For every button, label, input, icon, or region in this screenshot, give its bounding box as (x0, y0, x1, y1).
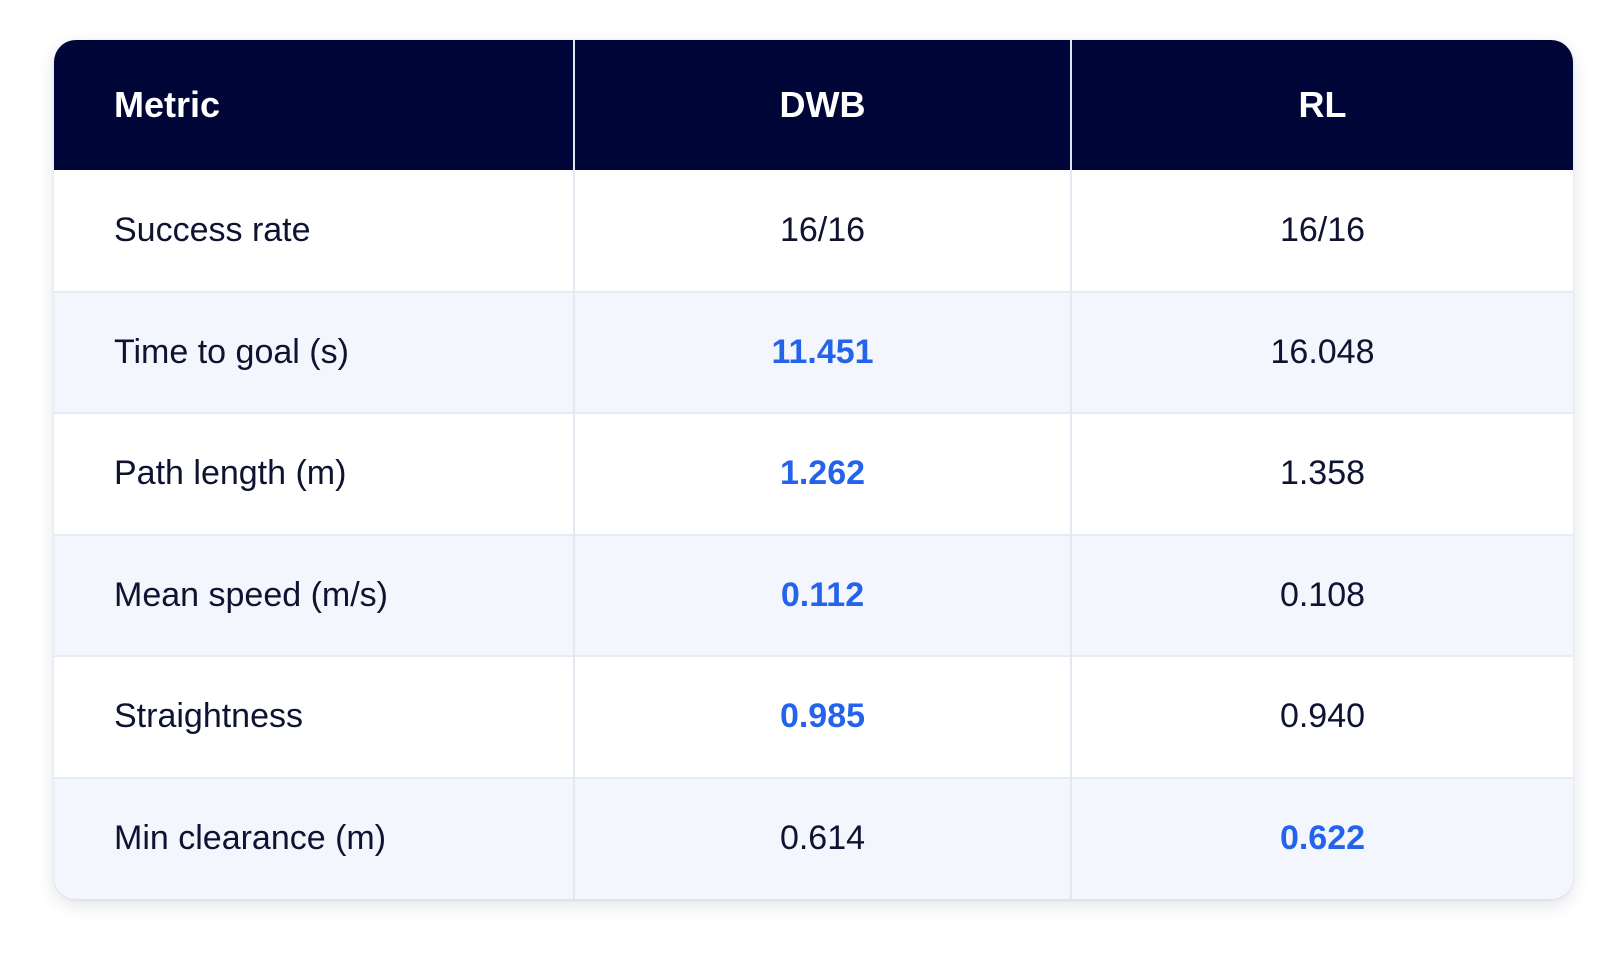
rl-cell: 16.048 (1070, 290, 1573, 413)
table-row: Mean speed (m/s) 0.112 0.108 (54, 533, 1573, 656)
table-row: Time to goal (s) 11.451 16.048 (54, 290, 1573, 413)
table-row: Min clearance (m) 0.614 0.622 (54, 776, 1573, 899)
rl-cell: 0.108 (1070, 533, 1573, 656)
metric-cell: Time to goal (s) (54, 290, 574, 413)
rl-cell: 0.940 (1070, 655, 1573, 778)
comparison-table-card: Metric DWB RL Success rate 16/16 16/16 T… (54, 40, 1573, 899)
header-row: Metric DWB RL (54, 40, 1573, 170)
header-metric: Metric (114, 84, 221, 125)
table-header: Metric DWB RL (54, 40, 1573, 170)
metric-cell: Mean speed (m/s) (54, 533, 574, 656)
table-row: Path length (m) 1.262 1.358 (54, 412, 1573, 535)
dwb-cell: 16/16 (573, 170, 1071, 292)
rl-cell: 0.622 (1070, 776, 1573, 899)
metric-cell: Success rate (114, 210, 311, 249)
header-dwb: DWB (573, 40, 1071, 170)
table-row: Straightness 0.985 0.940 (54, 655, 1573, 778)
metric-cell: Min clearance (m) (54, 776, 574, 899)
dwb-cell: 0.112 (573, 533, 1071, 656)
rl-cell: 1.358 (1070, 412, 1573, 535)
dwb-cell: 0.985 (573, 655, 1071, 778)
table-row: Success rate 16/16 16/16 (54, 170, 1573, 292)
dwb-cell: 1.262 (573, 412, 1071, 535)
metric-cell: Path length (m) (54, 412, 574, 535)
dwb-cell: 0.614 (573, 776, 1071, 899)
metric-cell: Straightness (54, 655, 574, 778)
rl-cell: 16/16 (1070, 170, 1573, 292)
dwb-cell: 11.451 (573, 290, 1071, 413)
table-body: Success rate 16/16 16/16 Time to goal (s… (54, 170, 1573, 899)
comparison-table: Metric DWB RL Success rate 16/16 16/16 T… (54, 40, 1573, 899)
header-rl: RL (1070, 40, 1573, 170)
